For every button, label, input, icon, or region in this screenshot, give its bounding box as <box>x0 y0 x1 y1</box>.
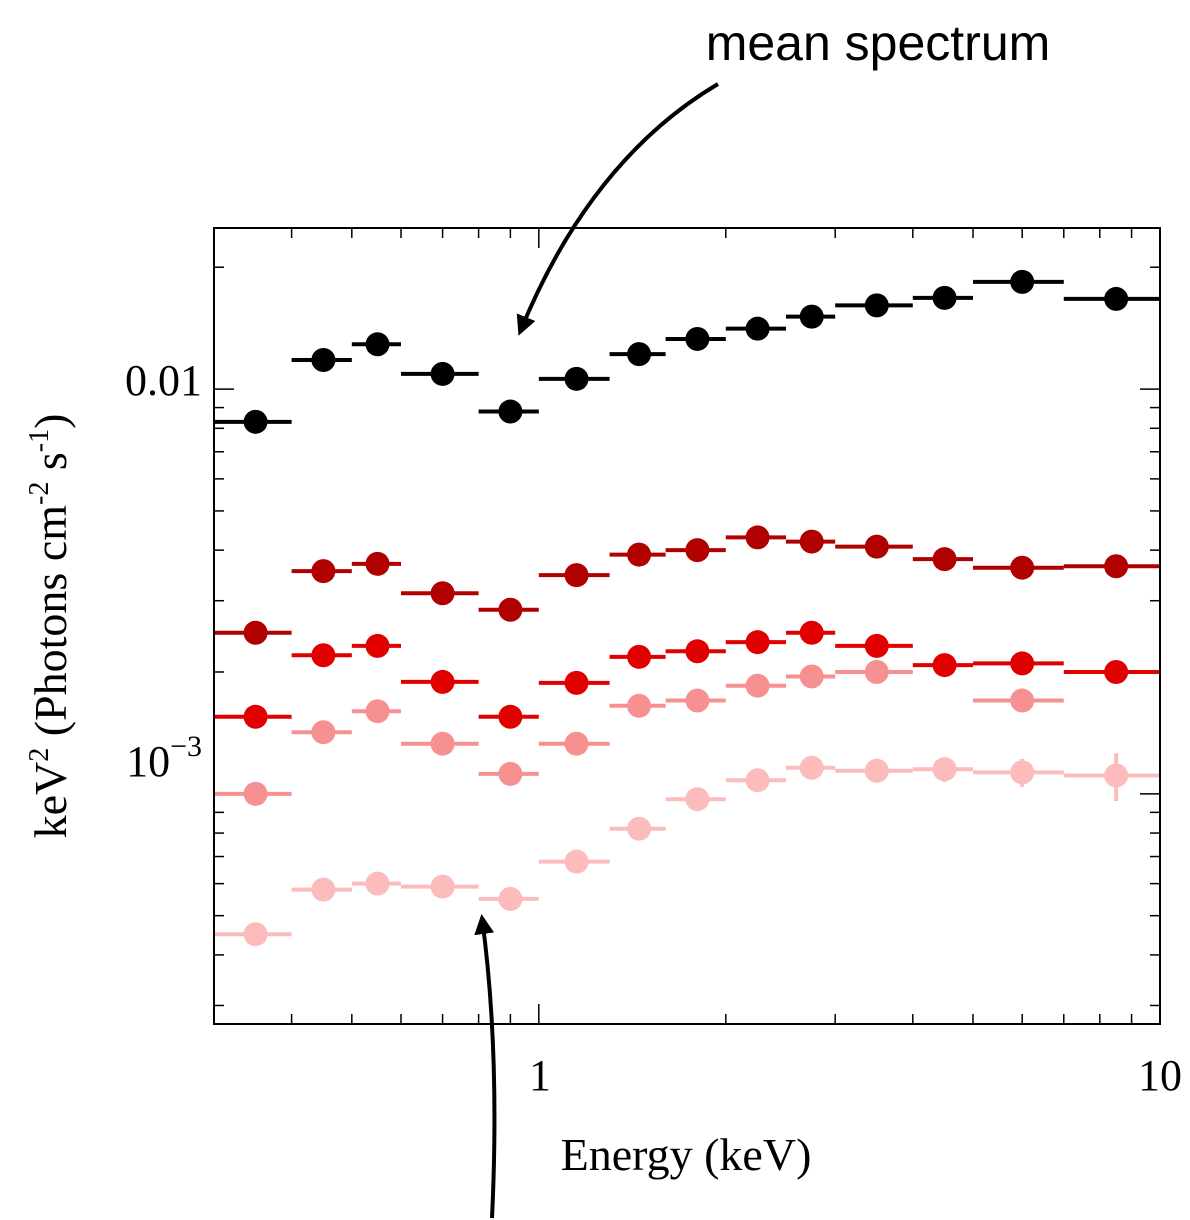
data-point <box>243 704 268 729</box>
annotation-arrow-mean-spectrum <box>516 82 720 336</box>
y-axis-label: keV2 (Photons cm-2 s-1) <box>24 414 76 839</box>
data-point <box>685 688 710 713</box>
data-point <box>430 874 455 899</box>
data-point <box>627 693 652 718</box>
data-point <box>1104 286 1129 311</box>
data-point <box>365 332 390 357</box>
data-point <box>627 816 652 841</box>
data-point <box>799 304 824 329</box>
data-point <box>430 361 455 386</box>
data-point <box>311 643 336 668</box>
data-point <box>932 757 957 782</box>
series-0 <box>214 269 1160 434</box>
data-point <box>243 922 268 947</box>
data-point <box>498 399 523 424</box>
data-point <box>365 551 390 576</box>
data-point <box>1010 269 1035 294</box>
data-point <box>311 347 336 372</box>
data-point <box>932 547 957 572</box>
y-tick-label-exponent: −3 <box>170 730 202 763</box>
data-point <box>1010 688 1035 713</box>
data-point <box>864 293 889 318</box>
data-point <box>627 342 652 367</box>
data-point <box>564 731 589 756</box>
data-point <box>498 886 523 911</box>
data-point <box>311 877 336 902</box>
data-point <box>1010 651 1035 676</box>
data-point <box>685 639 710 664</box>
data-point <box>799 529 824 554</box>
data-point <box>864 758 889 783</box>
y-tick-label-0.01: 0.01 <box>125 356 202 405</box>
data-point <box>799 755 824 780</box>
data-point <box>1104 659 1129 684</box>
x-tick-label-1: 1 <box>529 1051 551 1100</box>
x-tick-label-10: 10 <box>1138 1051 1182 1100</box>
data-point <box>685 787 710 812</box>
data-point <box>498 704 523 729</box>
data-point <box>1010 760 1035 785</box>
data-point <box>745 525 770 550</box>
y-tick-label-base: 10 <box>126 737 170 786</box>
annotation-arrow-lower <box>474 914 497 1219</box>
data-point <box>745 316 770 341</box>
data-point <box>564 366 589 391</box>
data-point <box>864 659 889 684</box>
data-point <box>498 597 523 622</box>
series-1 <box>214 525 1160 645</box>
data-point <box>864 633 889 658</box>
data-point <box>1010 555 1035 580</box>
data-point <box>243 409 268 434</box>
y-tick-label-1e-3: 10−3 <box>126 730 202 786</box>
data-point <box>564 563 589 588</box>
plot-frame <box>213 227 1161 1025</box>
data-point <box>243 620 268 645</box>
data-point <box>430 581 455 606</box>
data-point <box>627 542 652 567</box>
data-point <box>564 849 589 874</box>
data-point <box>430 669 455 694</box>
data-point <box>243 781 268 806</box>
data-point <box>864 534 889 559</box>
data-point <box>685 326 710 351</box>
series-3 <box>214 659 1064 806</box>
data-point <box>799 664 824 689</box>
data-point <box>932 285 957 310</box>
data-point <box>745 768 770 793</box>
data-point <box>365 633 390 658</box>
series-4 <box>214 753 1160 947</box>
x-axis-label: Energy (keV) <box>561 1129 812 1180</box>
data-point <box>564 670 589 695</box>
data-point <box>745 630 770 655</box>
data-point <box>627 644 652 669</box>
data-point <box>745 673 770 698</box>
data-point <box>430 731 455 756</box>
data-point <box>1104 763 1129 788</box>
data-point <box>799 620 824 645</box>
series-2 <box>214 620 1160 729</box>
data-point <box>498 761 523 786</box>
data-point <box>365 699 390 724</box>
annotation-mean-spectrum: mean spectrum <box>706 15 1051 71</box>
data-point <box>311 559 336 584</box>
data-point <box>685 538 710 563</box>
axis-ticks <box>214 228 1161 1024</box>
data-point <box>1104 554 1129 579</box>
data-point <box>365 871 390 896</box>
data-point <box>932 653 957 678</box>
data-point <box>311 720 336 745</box>
data-points <box>214 269 1160 947</box>
